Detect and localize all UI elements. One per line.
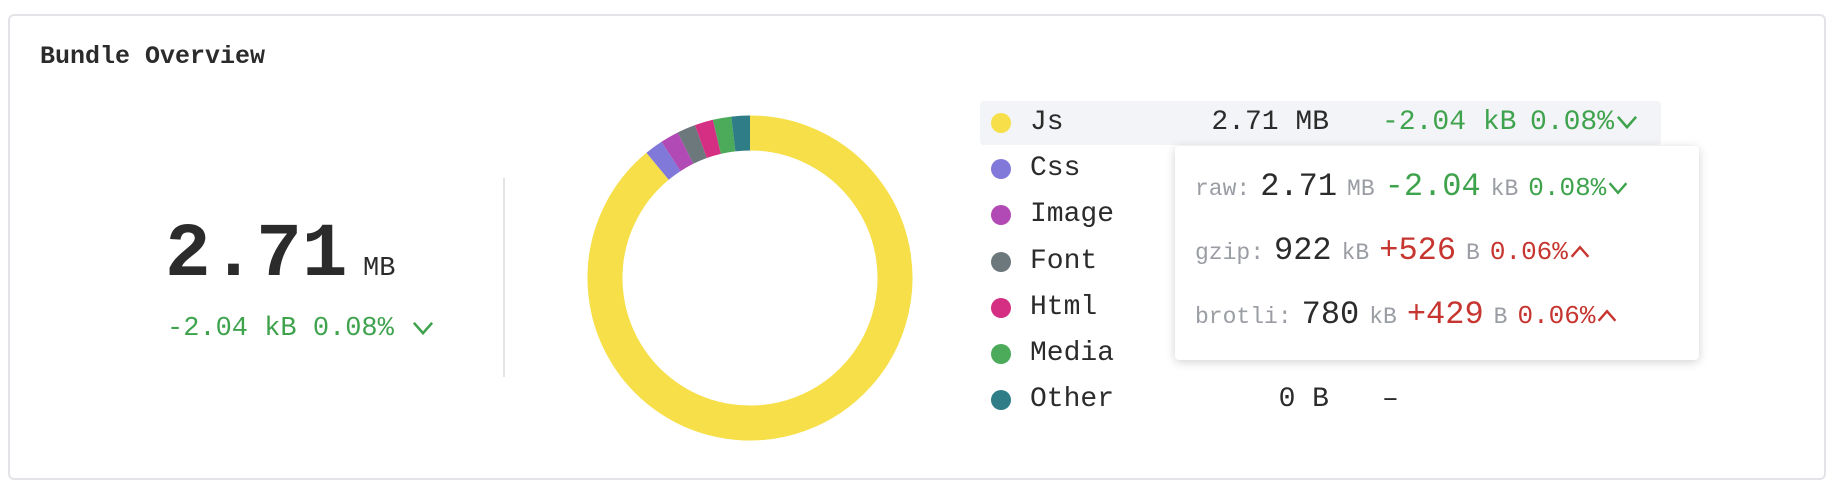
card-title: Bundle Overview [40,42,266,71]
donut-segment [712,116,736,154]
tooltip-row: brotli: 780 kB +429 B 0.06% [1195,296,1619,333]
divider [503,178,505,377]
tooltip-unit: MB [1347,176,1375,202]
legend-row: Image [980,193,1661,237]
legend-name: Html [1030,291,1098,323]
tooltip: raw: 2.71 MB -2.04 kB 0.08% gzip: 922 kB +526 B 0.0… [1175,146,1699,360]
chevron-path [1616,115,1638,129]
tooltip-diff: +526 [1379,232,1457,269]
tooltip-value: 2.71 [1260,168,1338,205]
donut-segment [677,125,708,164]
legend-dot [991,251,1011,272]
legend-name: Media [1030,338,1115,369]
donut-segment [731,115,751,152]
tooltip-percent-text: 0.06% [1489,237,1568,267]
legend-dot [991,159,1011,180]
legend-row: Media [980,332,1661,376]
tooltip-percent-text: 0.08% [1528,173,1607,203]
tooltip-percent: 0.06% [1490,237,1592,267]
legend-dot [991,297,1011,318]
tooltip-label: gzip: [1195,240,1265,266]
donut-chart [587,115,913,441]
chevron-path [1598,309,1617,322]
tooltip-label: raw: [1195,176,1251,202]
tooltip-percent-text: 0.06% [1517,301,1596,331]
trend-chevron [1598,309,1617,322]
trend-chevron [412,321,434,336]
legend-dot [991,344,1011,364]
legend-row: Html [980,286,1661,330]
legend-row: Other 0 B – [980,378,1661,422]
tooltip-diff-unit: B [1493,304,1508,330]
tooltip-row: raw: 2.71 MB -2.04 kB 0.08% [1195,168,1630,205]
donut-segment [661,132,694,172]
legend-dot [991,113,1011,133]
legend-row: Js 2.71 MB -2.04 kB 0.08% [980,101,1661,145]
legend-dot [991,205,1011,226]
card [8,14,1826,480]
summary-total: 2.71 MB [165,212,395,298]
legend-name: Js [1030,107,1064,138]
legend-diff: – [1382,384,1399,416]
legend-percent: 0.08% [1530,107,1640,138]
legend-size: 2.71 MB [1211,107,1329,138]
legend-row: Css [980,147,1661,191]
tooltip-diff-unit: B [1466,240,1480,266]
legend-size: 0 B [1278,384,1329,416]
tooltip-percent: 0.08% [1528,173,1630,203]
summary-unit: MB [363,254,396,284]
summary-diff: -2.04 kB [167,314,297,344]
tooltip-row: gzip: 922 kB +526 B 0.06% [1195,232,1592,269]
tooltip-value: 780 [1301,296,1360,333]
tooltip-diff: -2.04 [1384,168,1481,205]
tooltip-label: brotli: [1195,304,1292,330]
summary-value: 2.71 [165,212,348,298]
legend-name: Other [1030,384,1115,416]
tooltip-percent: 0.06% [1517,301,1619,331]
legend-diff: -2.04 kB [1382,107,1517,138]
tooltip-diff-unit: kB [1490,176,1519,202]
tooltip-diff: +429 [1406,296,1484,333]
chevron-path [412,321,434,336]
donut-segment [646,141,681,180]
legend-name: Font [1030,245,1098,277]
legend-percent-text: 0.08% [1530,107,1615,138]
legend-name: Css [1030,153,1081,185]
tooltip-value: 922 [1274,232,1332,269]
legend-name: Image [1030,199,1115,231]
legend-row: Font [980,240,1661,284]
summary-percent: 0.08% [312,314,394,344]
tooltip-unit: kB [1369,304,1397,330]
chevron-path [1570,245,1590,258]
donut-segment [694,119,722,159]
trend-chevron [1570,245,1590,258]
tooltip-unit: kB [1341,240,1370,266]
chevron-path [1608,182,1628,195]
donut-segment [587,115,913,441]
legend-dot [991,390,1011,411]
summary-diff-line: -2.04 kB 0.08% [167,314,436,344]
trend-chevron [1608,182,1628,195]
trend-chevron [1616,115,1638,129]
